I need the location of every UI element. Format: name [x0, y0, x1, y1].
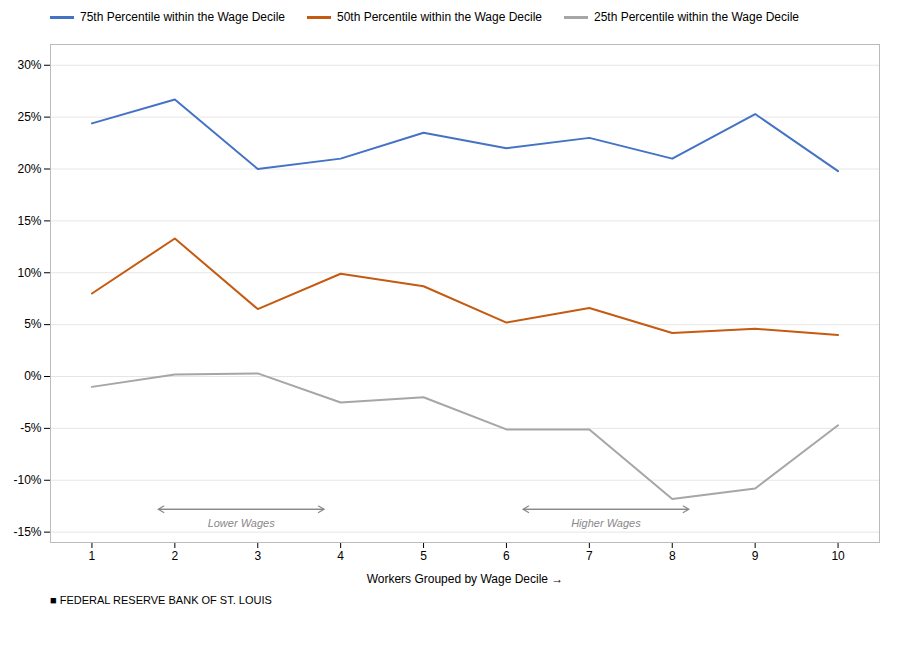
svg-text:-5%: -5%	[20, 421, 42, 435]
svg-text:7: 7	[586, 549, 593, 563]
svg-text:1: 1	[89, 549, 96, 563]
svg-text:20%: 20%	[17, 162, 41, 176]
svg-text:0%: 0%	[24, 369, 42, 383]
svg-text:4: 4	[337, 549, 344, 563]
html-text:50th Percentile within the Wag: 50th Percentile within the Wage Decile	[337, 10, 542, 24]
svg-text:Lower Wages: Lower Wages	[208, 517, 276, 529]
svg-text:9: 9	[752, 549, 759, 563]
svg-text:10: 10	[831, 549, 845, 563]
svg-text:-15%: -15%	[13, 525, 41, 539]
svg-text:15%: 15%	[17, 214, 41, 228]
svg-text:5: 5	[420, 549, 427, 563]
html-text:75th Percentile within the Wag: 75th Percentile within the Wage Decile	[80, 10, 285, 24]
svg-text:10%: 10%	[17, 266, 41, 280]
svg-text:6: 6	[503, 549, 510, 563]
html-text:■ FEDERAL RESERVE BANK OF ST.: ■ FEDERAL RESERVE BANK OF ST. LOUIS	[50, 594, 272, 606]
svg-text:2: 2	[172, 549, 179, 563]
svg-text:8: 8	[669, 549, 676, 563]
svg-text:3: 3	[254, 549, 261, 563]
svg-text:Workers Grouped by Wage Decile: Workers Grouped by Wage Decile →	[367, 572, 564, 586]
svg-text:30%: 30%	[17, 58, 41, 72]
svg-text:-10%: -10%	[13, 473, 41, 487]
html-text:25th Percentile within the Wag: 25th Percentile within the Wage Decile	[594, 10, 799, 24]
svg-text:5%: 5%	[24, 317, 42, 331]
svg-text:25%: 25%	[17, 110, 41, 124]
svg-text:Higher Wages: Higher Wages	[571, 517, 641, 529]
